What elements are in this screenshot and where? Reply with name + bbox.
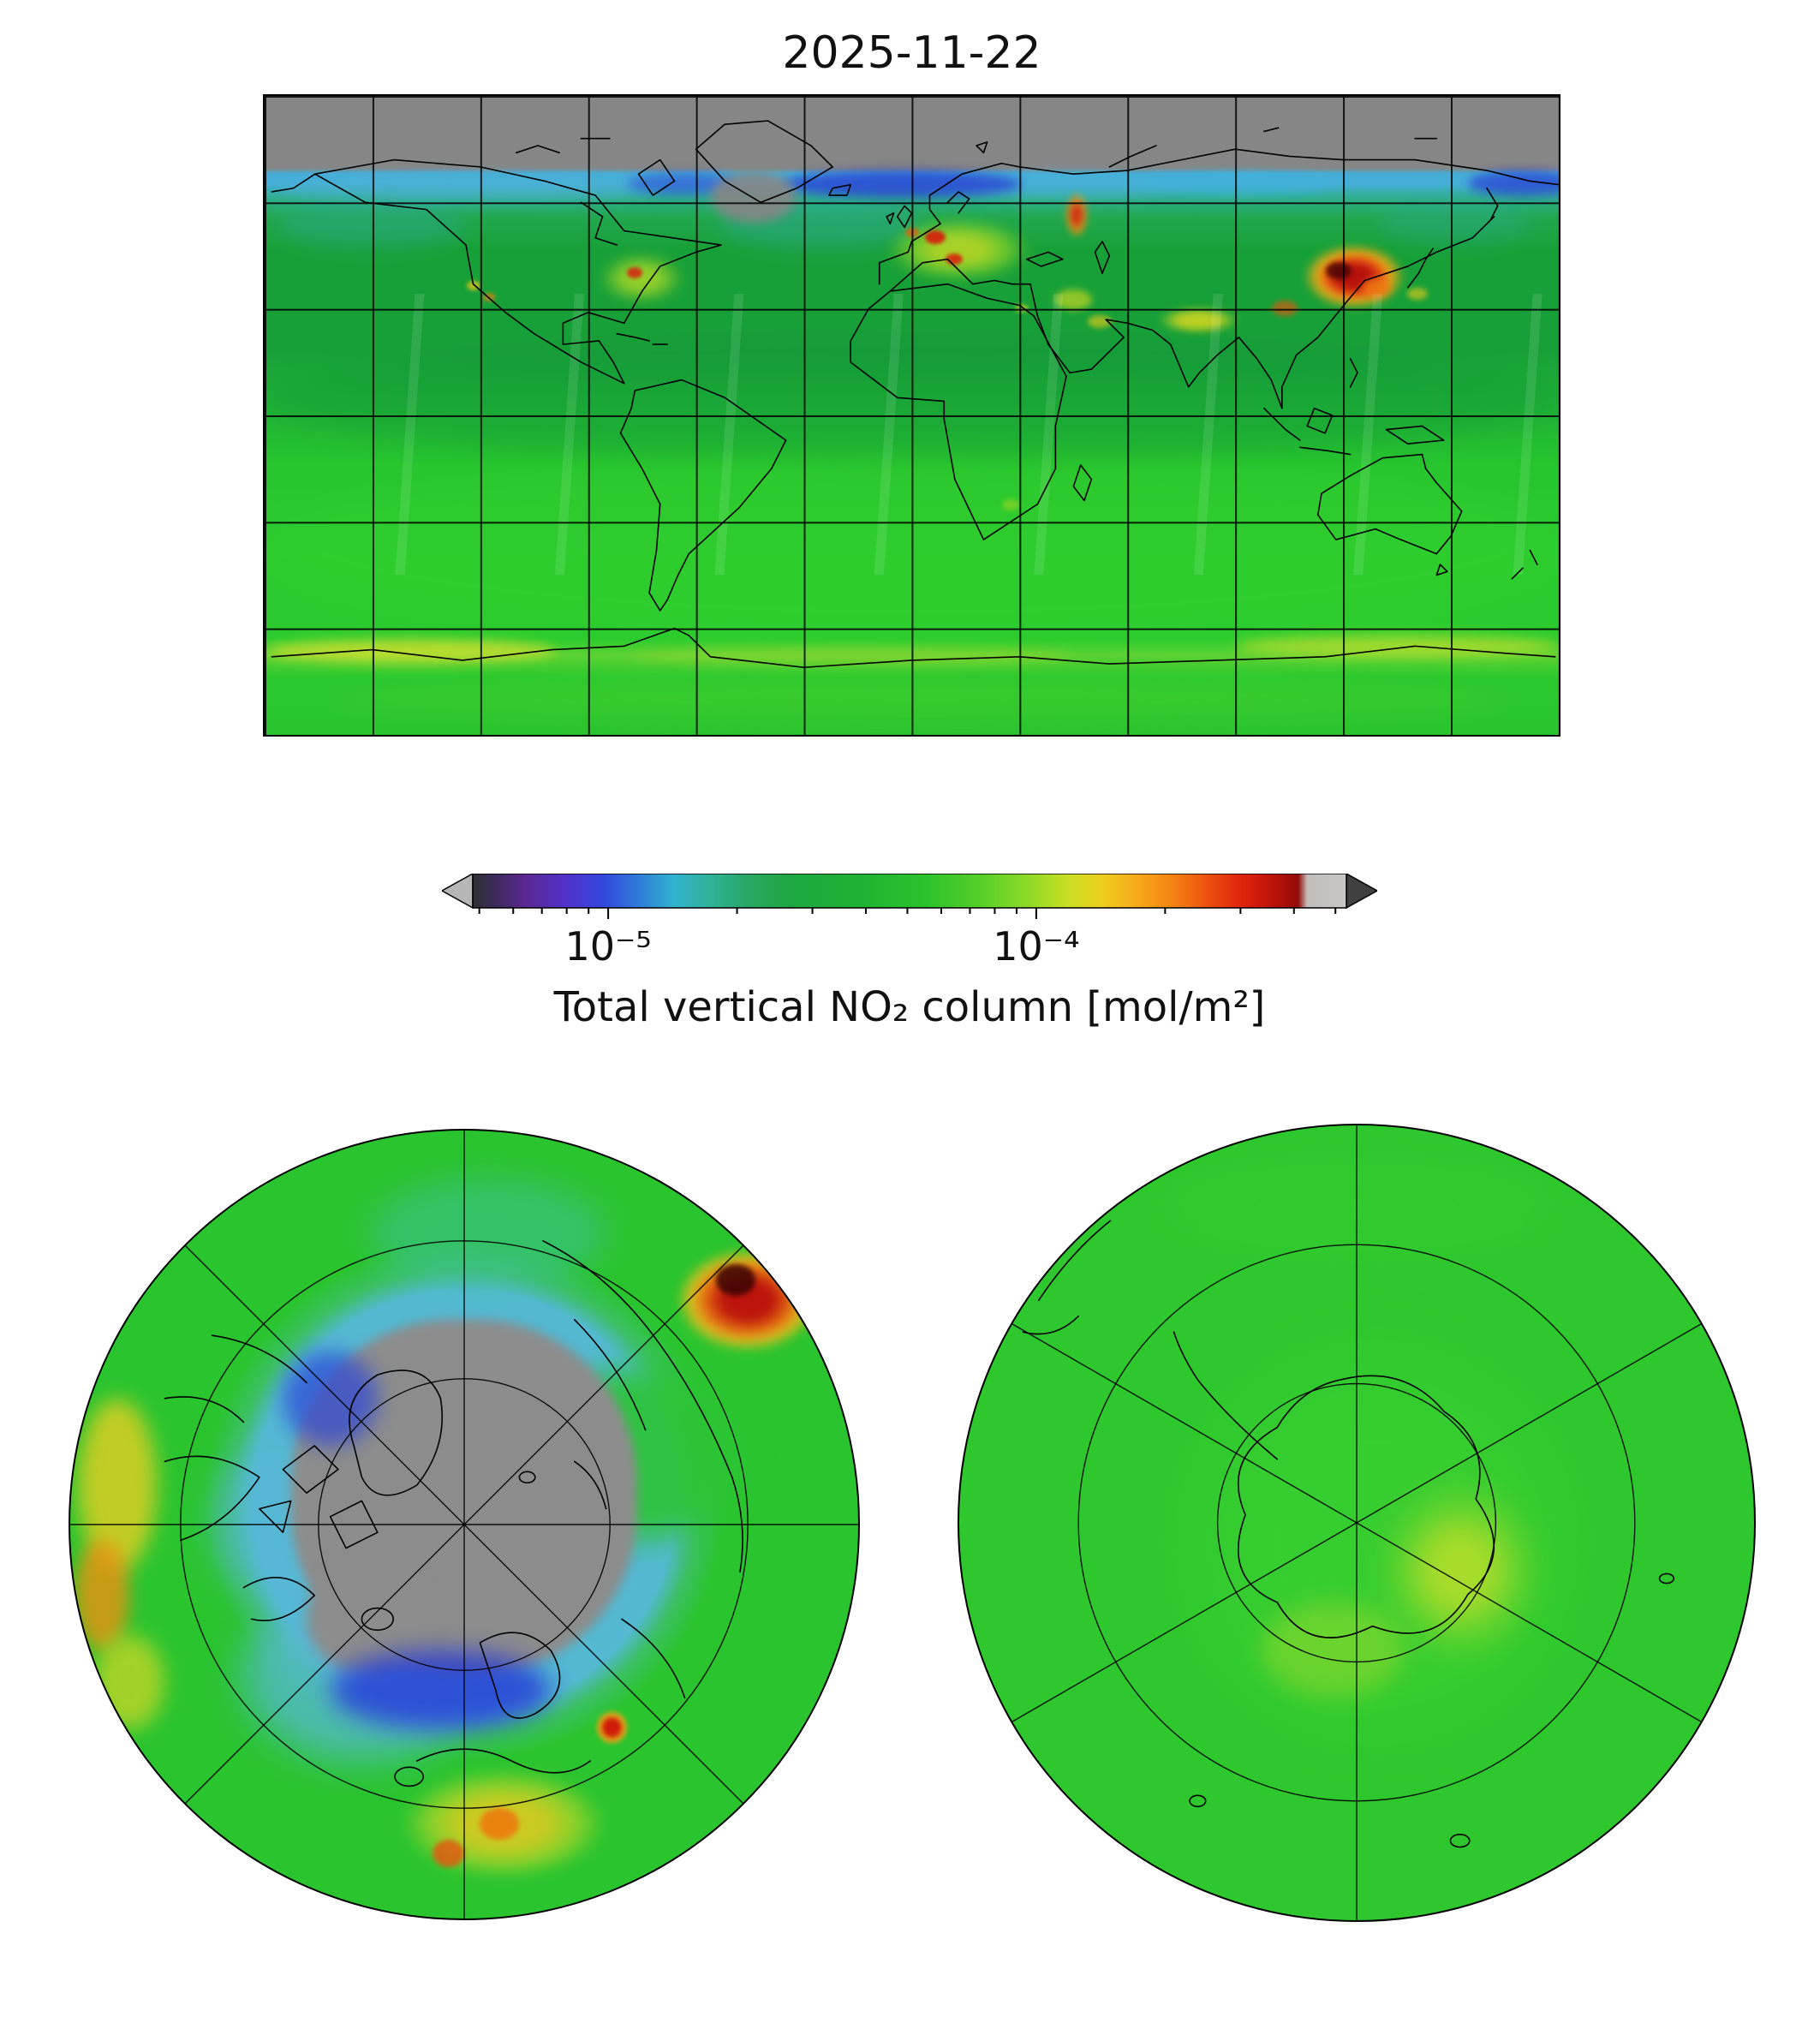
np-darkblue-arc	[330, 1650, 552, 1730]
sp-coast-south-america	[1023, 1220, 1110, 1334]
np-coast-scandinavia	[480, 1632, 559, 1718]
south-polar-overlay	[959, 1125, 1754, 1920]
np-arctic-teal-top	[369, 1178, 606, 1288]
global-gridlines	[265, 96, 1559, 735]
np-coast-siberia	[543, 1241, 743, 1572]
sp-yellow-blob	[1372, 1475, 1548, 1667]
sp-meridian-diag-2	[1012, 1324, 1701, 1722]
np-coast-novaya-zemlya	[575, 1461, 606, 1508]
sp-coast-island-1	[1451, 1835, 1470, 1847]
np-coast-iceland	[361, 1608, 393, 1631]
colorbar-tick-label: 10⁻⁴	[993, 923, 1080, 970]
np-coast-hudson	[243, 1578, 314, 1620]
np-coast-arch-2	[260, 1501, 291, 1532]
np-coast-canada-west	[164, 1456, 259, 1540]
sp-yellow-faint	[1261, 1602, 1405, 1698]
np-rim-yellow-2	[93, 1634, 165, 1730]
global-map-panel	[263, 94, 1560, 737]
np-coast-alaska	[164, 1335, 307, 1422]
colorbar-label: Total vertical NO₂ column [mol/m²]	[553, 983, 1266, 1031]
np-hotspot-europe-orange-1	[480, 1808, 520, 1840]
np-hotspot-east-asia	[677, 1249, 819, 1352]
np-coast-arch-3	[331, 1501, 378, 1548]
np-coast-svalbard	[519, 1471, 534, 1483]
north-polar-panel	[69, 1129, 860, 1920]
colorbar-tick-labels: 10⁻⁵ 10⁻⁴	[442, 874, 1377, 976]
np-coast-russia-west	[622, 1619, 685, 1698]
np-hotspot-red-dot	[594, 1710, 630, 1746]
np-darkblue-upper	[283, 1351, 378, 1446]
np-coast-europe	[417, 1749, 590, 1773]
np-coast-arch-1	[283, 1446, 337, 1493]
np-hotspot-east-asia-core	[716, 1264, 756, 1297]
np-coastlines	[164, 1241, 743, 1787]
sp-coast-antarctica	[1238, 1376, 1495, 1638]
north-polar-overlay	[70, 1131, 858, 1919]
colorbar-gradient	[473, 874, 1346, 908]
np-coast-greenland	[349, 1370, 442, 1495]
colorbar: 10⁻⁵ 10⁻⁴ Total vertical NO₂ column [mol/…	[442, 874, 1377, 1045]
sp-coastlines	[1023, 1220, 1674, 1847]
sp-coast-island-3	[1190, 1795, 1206, 1806]
south-polar-panel	[958, 1124, 1756, 1922]
np-hotspot-europe-orange-2	[433, 1840, 464, 1868]
colorbar-tick-label: 10⁻⁵	[564, 923, 652, 970]
sp-coast-peninsula	[1174, 1332, 1278, 1459]
np-coast-uk	[395, 1767, 423, 1786]
sp-gridlines	[1012, 1125, 1701, 1920]
np-gridlines	[70, 1131, 858, 1919]
np-meridian-diag-2	[185, 1245, 743, 1803]
np-rim-orange	[74, 1540, 129, 1651]
colorbar-svg	[442, 874, 1377, 920]
sp-coast-island-2	[1660, 1573, 1674, 1583]
figure-title: 2025-11-22	[782, 27, 1041, 79]
colorbar-ticks	[480, 908, 1336, 919]
